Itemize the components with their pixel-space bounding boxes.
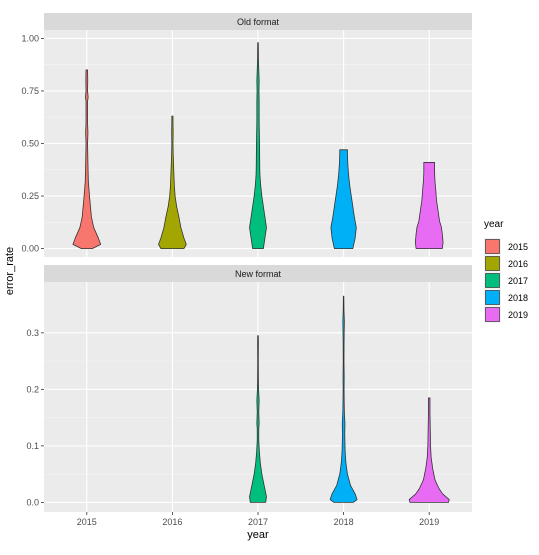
violin-2019 [414,162,444,249]
violin-2018 [329,295,358,503]
x-tick-label: 2019 [419,517,439,527]
legend-label: 2015 [508,242,528,252]
legend-swatch [485,307,500,322]
y-tick-label: 0.50 [21,139,39,149]
facet-strip [44,13,472,30]
legend-label: 2017 [508,276,528,286]
violin-2015 [72,69,102,249]
panel-2: New format 0.0 0.1 0.2 0.3 2015 2016 2017 2018 20… [26,265,472,527]
x-tick-label: 2018 [334,517,354,527]
violin-2016 [158,115,187,249]
legend-label: 2016 [508,259,528,269]
y-tick-label: 0.2 [26,384,39,394]
legend: year 2015 2016 2017 2018 2019 [484,219,528,323]
legend-label: 2019 [508,310,528,320]
legend-item-2019: 2019 [484,306,528,323]
x-tick-label: 2015 [77,517,97,527]
legend-item-2018: 2018 [484,289,528,306]
legend-swatch [485,290,500,305]
legend-item-2017: 2017 [484,272,528,289]
panel-1: Old format 0.00 0.25 0.50 0.75 1.00 [21,13,472,257]
y-tick-label: 1.00 [21,33,39,43]
y-tick-label: 0.00 [21,244,39,254]
y-tick-label: 0.3 [26,328,39,338]
facet-strip-label: New format [235,269,282,279]
y-tick-label: 0.1 [26,441,39,451]
legend-item-2016: 2016 [484,255,528,272]
y-tick-label: 0.0 [26,497,39,507]
x-tick-label: 2016 [162,517,182,527]
violin-2017 [249,42,267,249]
y-axis-title: error_rate [4,247,16,295]
x-tick-label: 2017 [248,517,268,527]
legend-item-2015: 2015 [484,238,528,255]
y-tick-label: 0.75 [21,86,39,96]
x-axis-title: year [247,529,269,541]
violin-2017 [249,335,267,503]
panels-layer: Old format 0.00 0.25 0.50 0.75 1.00 New format… [21,13,472,527]
facet-strip [44,265,472,282]
legend-title: year [484,219,504,230]
y-tick-label: 0.25 [21,191,39,201]
legend-label: 2018 [508,293,528,303]
legend-swatch [485,256,500,271]
facet-strip-label: Old format [237,17,280,27]
legend-swatch [485,273,500,288]
legend-swatch [485,239,500,254]
violin-2019 [408,397,450,503]
violin-2018 [330,149,357,249]
